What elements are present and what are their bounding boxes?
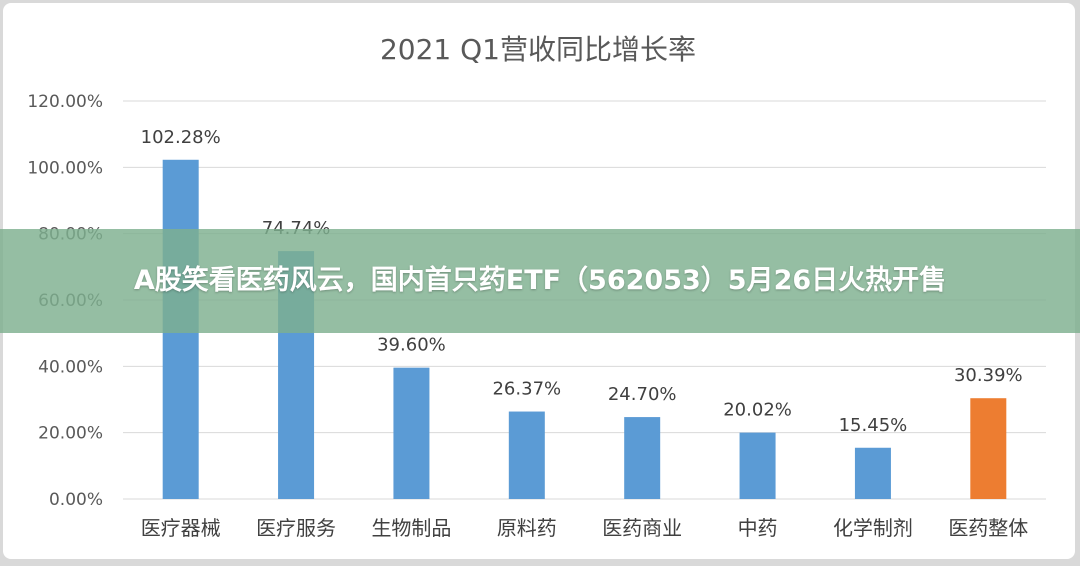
x-tick-label: 医药商业 [602, 516, 682, 540]
headline-banner: A股笑看医药风云，国内首只药ETF（562053）5月26日火热开售 [0, 229, 1080, 333]
x-axis-category-labels: 医疗器械 医疗服务 生物制品 原料药 医药商业 中药 化学制剂 医药整体 [141, 516, 1029, 540]
x-tick-label: 中药 [738, 516, 778, 540]
data-label: 102.28% [141, 127, 221, 148]
bar [970, 398, 1007, 499]
data-labels: 102.28%74.74%39.60%26.37%24.70%20.02%15.… [141, 127, 1023, 436]
bar [624, 417, 661, 499]
bar [854, 447, 891, 499]
data-label: 39.60% [377, 335, 446, 356]
y-tick-label: 120.00% [27, 92, 103, 112]
y-tick-label: 40.00% [38, 357, 103, 377]
banner-headline: A股笑看医药风云，国内首只药ETF（562053）5月26日火热开售 [133, 265, 947, 296]
x-tick-label: 生物制品 [371, 516, 451, 540]
y-tick-label: 100.00% [27, 158, 103, 178]
data-label: 26.37% [492, 379, 561, 400]
data-label: 20.02% [723, 400, 792, 421]
x-tick-label: 医疗器械 [141, 516, 221, 540]
data-label: 30.39% [954, 365, 1023, 386]
bar [739, 432, 776, 499]
x-tick-label: 化学制剂 [833, 516, 913, 540]
y-tick-label: 20.00% [38, 424, 103, 444]
data-label: 15.45% [839, 415, 908, 436]
bar [393, 367, 430, 499]
x-tick-label: 医疗服务 [256, 516, 336, 540]
data-label: 24.70% [608, 384, 677, 405]
bar [508, 411, 545, 499]
chart-title: 2021 Q1营收同比增长率 [380, 33, 696, 66]
y-tick-label: 0.00% [49, 490, 103, 510]
x-tick-label: 原料药 [497, 516, 557, 540]
x-tick-label: 医药整体 [948, 516, 1028, 540]
